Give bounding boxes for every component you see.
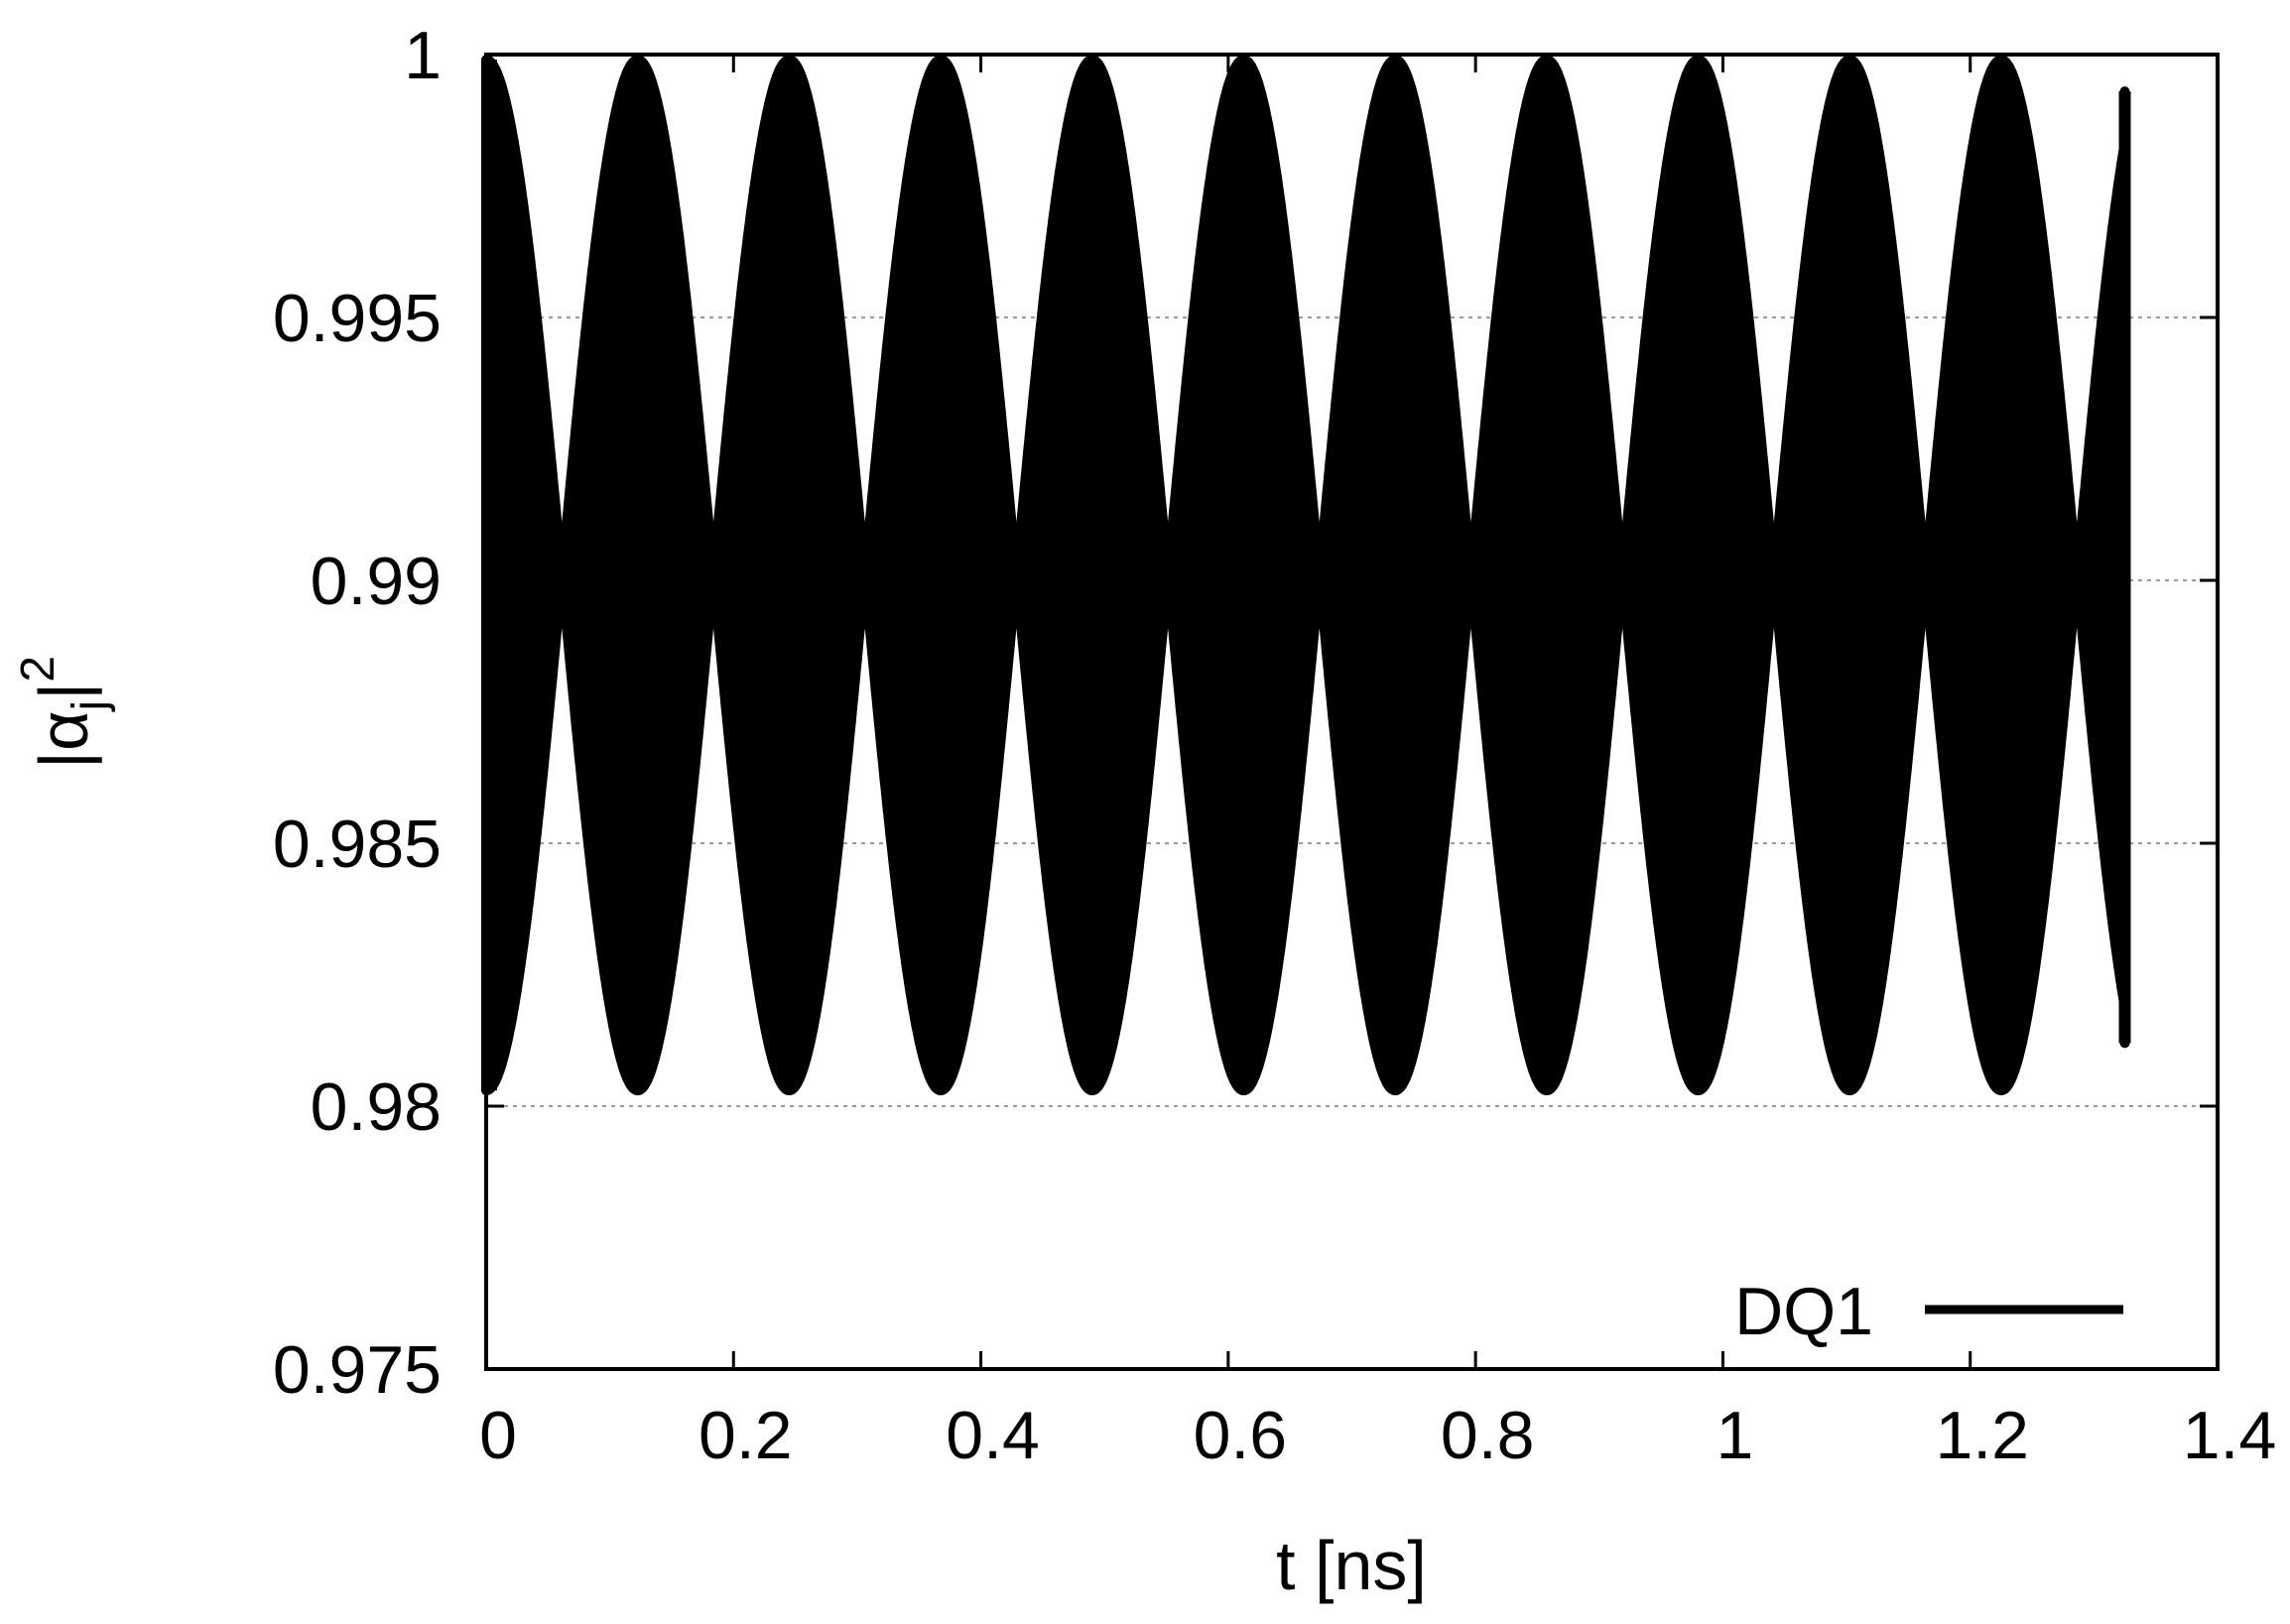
y-tick-label: 0.99 <box>311 544 442 619</box>
y-tick-label: 1 <box>404 18 442 93</box>
y-axis-label-superscript: 2 <box>12 656 64 683</box>
x-axis-label: t [ns] <box>1276 1527 1427 1604</box>
y-axis-label-base: |α <box>25 710 102 769</box>
x-tick-label: 1.4 <box>2183 1398 2277 1473</box>
legend-label-dq1: DQ1 <box>1734 1274 1873 1349</box>
svg-text:|αj|2: |αj|2 <box>12 656 116 769</box>
x-tick-label: 0.2 <box>699 1398 793 1473</box>
y-axis-label: |αj|2 <box>12 656 116 769</box>
plot-frame <box>484 53 2220 1371</box>
y-tick-label: 0.995 <box>273 281 442 356</box>
y-tick-label: 0.975 <box>273 1332 442 1408</box>
y-tick-label: 0.98 <box>311 1069 442 1145</box>
x-tick-label: 0.4 <box>946 1398 1040 1473</box>
x-tick-label: 0.8 <box>1441 1398 1535 1473</box>
x-tick-label: 1 <box>1717 1398 1754 1473</box>
x-tick-label: 0 <box>479 1398 517 1473</box>
y-axis-label-subscript: j <box>64 700 116 713</box>
y-axis-label-close: | <box>25 683 102 700</box>
legend: DQ1 <box>1734 1274 2123 1349</box>
x-tick-label: 0.6 <box>1194 1398 1288 1473</box>
x-tick-label: 1.2 <box>1935 1398 2029 1473</box>
tick-layer <box>484 53 2220 1371</box>
y-tick-label: 0.985 <box>273 807 442 882</box>
series-layer <box>481 55 2131 1096</box>
tick-label-layer: 0.975 0.98 0.985 0.99 0.995 1 0 0.2 0.4 0.6 0.8 1 1.… <box>273 18 2276 1473</box>
